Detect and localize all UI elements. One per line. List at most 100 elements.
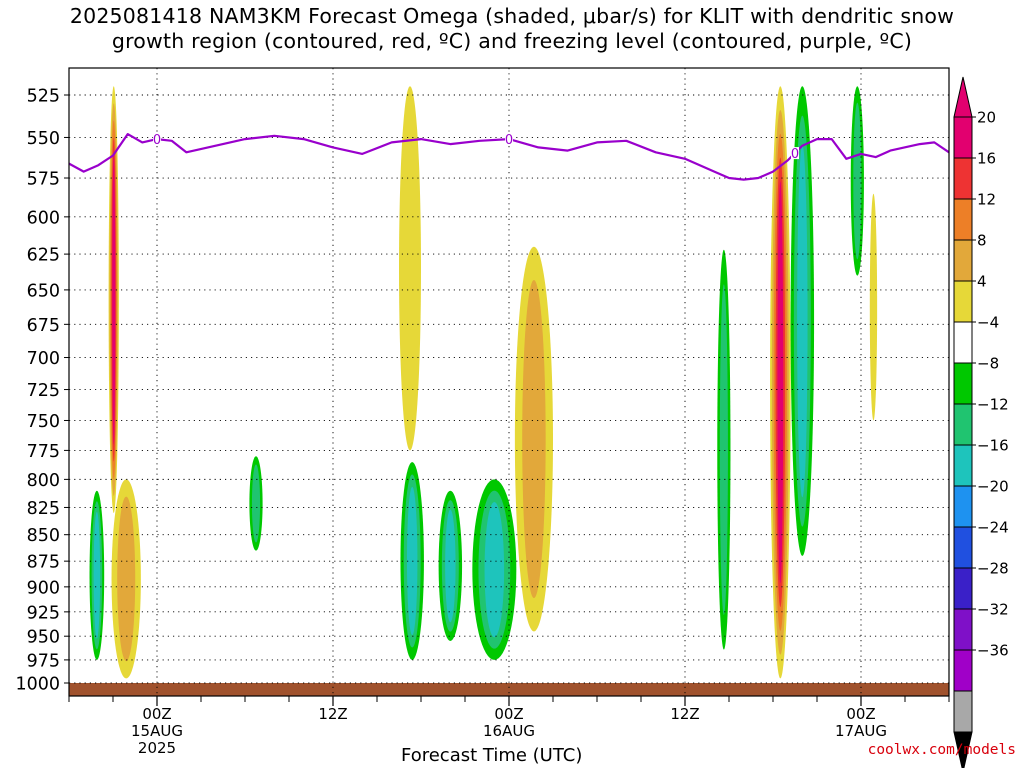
credit-text: coolwx.com/models: [867, 742, 1016, 758]
freezing-level-contour: 0 0 0: [69, 133, 949, 181]
colorbar-swatch-3: [953, 239, 973, 282]
colorbar-label-4: 4: [977, 273, 987, 291]
omega-feature-11: [790, 86, 815, 556]
y-tick-label-675: 675: [27, 316, 60, 336]
colorbar-label-10: −24: [977, 519, 1009, 537]
omega-level--8: [853, 102, 862, 260]
y-tick-label-825: 825: [27, 499, 60, 519]
y-tick-label-875: 875: [27, 553, 60, 573]
y-tick-label-850: 850: [27, 526, 60, 546]
omega-level-20: [112, 154, 116, 445]
colorbar-swatch-2: [953, 198, 973, 241]
colorbar-swatch-13: [953, 649, 973, 692]
colorbar-label-8: −16: [977, 437, 1009, 455]
colorbar-swatch-0: [953, 116, 973, 159]
freezing-level-label-bg: [791, 147, 799, 160]
omega-feature-3: [249, 456, 263, 551]
y-tick-label-800: 800: [27, 471, 60, 491]
colorbar-label-9: −20: [977, 478, 1009, 496]
colorbar-label-7: −12: [977, 396, 1009, 414]
x-tick-label: 00Z: [142, 705, 171, 723]
omega-feature-2: [89, 490, 105, 660]
colorbar-label-0: 20: [977, 109, 996, 127]
y-tick-label-750: 750: [27, 412, 60, 432]
colorbar-label-3: 8: [977, 232, 987, 250]
title-line-2: growth region (contoured, red, ºC) and f…: [111, 29, 913, 53]
x-tick-date: 17AUG: [835, 722, 887, 740]
colorbar-label-2: 12: [977, 191, 996, 209]
colorbar: 20 16 12 8 4 −4 −8 −12 −16 −20 −24 −28 −32 −36: [953, 76, 1009, 768]
y-tick-label-950: 950: [27, 628, 60, 648]
x-tick-date: 16AUG: [483, 722, 535, 740]
colorbar-swatch-4: [953, 280, 973, 323]
x-tick-label: 00Z: [846, 705, 875, 723]
plot-grid: [69, 68, 949, 696]
y-tick-label-525: 525: [27, 87, 60, 107]
freezing-level-line: [69, 133, 949, 181]
x-tick-year: 2025: [138, 739, 176, 757]
y-tick-label-700: 700: [27, 349, 60, 369]
omega-level-4: [399, 86, 421, 451]
freezing-level-label-bg: [505, 133, 513, 146]
colorbar-top-arrow: [953, 76, 973, 118]
omega-feature-8: [514, 246, 553, 632]
x-tick-label: 12Z: [318, 705, 347, 723]
freezing-level-label-0: 0: [153, 133, 161, 148]
y-tick-label-900: 900: [27, 578, 60, 598]
omega-feature-4: [399, 86, 421, 451]
colorbar-label-13: −36: [977, 642, 1009, 660]
colorbar-label-12: −32: [977, 601, 1009, 619]
colorbar-swatch-8: [953, 444, 973, 487]
y-tick-label-725: 725: [27, 381, 60, 401]
omega-level-20: [777, 181, 784, 584]
colorbar-label-11: −28: [977, 560, 1009, 578]
omega-feature-7: [472, 479, 517, 660]
y-tick-label-650: 650: [27, 281, 60, 301]
omega-level-4: [869, 193, 878, 421]
colorbar-swatch-11: [953, 567, 973, 610]
y-tick-label-775: 775: [27, 442, 60, 462]
chart-title: 2025081418 NAM3KM Forecast Omega (shaded…: [0, 4, 1024, 54]
colorbar-swatch-5: [953, 321, 973, 364]
omega-feature-9: [717, 249, 731, 650]
ground-surface: [69, 683, 949, 696]
omega-level--12: [484, 501, 505, 638]
colorbar-swatch-7: [953, 403, 973, 446]
omega-level--12: [445, 509, 456, 623]
freezing-level-label-bg: [153, 133, 161, 146]
x-axis-title: Forecast Time (UTC): [401, 745, 583, 766]
omega-level--12: [797, 144, 808, 498]
colorbar-label-1: 16: [977, 150, 996, 168]
omega-feature-10: [770, 86, 791, 679]
colorbar-label-6: −8: [977, 355, 999, 373]
omega-feature-6: [438, 490, 463, 641]
omega-feature-12: [850, 86, 864, 276]
freezing-level-label-2: 0: [791, 147, 799, 162]
colorbar-swatch-1: [953, 157, 973, 200]
y-tick-label-1000: 1000: [15, 675, 60, 695]
ground-strip: [69, 683, 949, 696]
colorbar-swatch-6: [953, 362, 973, 405]
omega-level-8: [117, 496, 136, 662]
y-tick-label-625: 625: [27, 246, 60, 266]
omega-level--8: [719, 284, 728, 615]
colorbar-swatch-12: [953, 608, 973, 651]
y-tick-label-550: 550: [27, 129, 60, 149]
x-tick-label: 12Z: [670, 705, 699, 723]
omega-level--8: [251, 464, 261, 543]
omega-shading: [89, 86, 878, 679]
colorbar-swatch-9: [953, 485, 973, 528]
y-tick-label-975: 975: [27, 651, 60, 671]
x-tick-label: 00Z: [494, 705, 523, 723]
title-line-1: 2025081418 NAM3KM Forecast Omega (shaded…: [69, 4, 955, 28]
colorbar-swatch-10: [953, 526, 973, 569]
y-tick-label-575: 575: [27, 170, 60, 190]
omega-level--12: [93, 511, 101, 639]
omega-feature-13: [869, 193, 878, 421]
colorbar-bottom-arrow: [953, 731, 973, 768]
colorbar-label-5: −4: [977, 314, 999, 332]
omega-feature-0: [108, 86, 119, 513]
omega-feature-1: [111, 479, 141, 679]
